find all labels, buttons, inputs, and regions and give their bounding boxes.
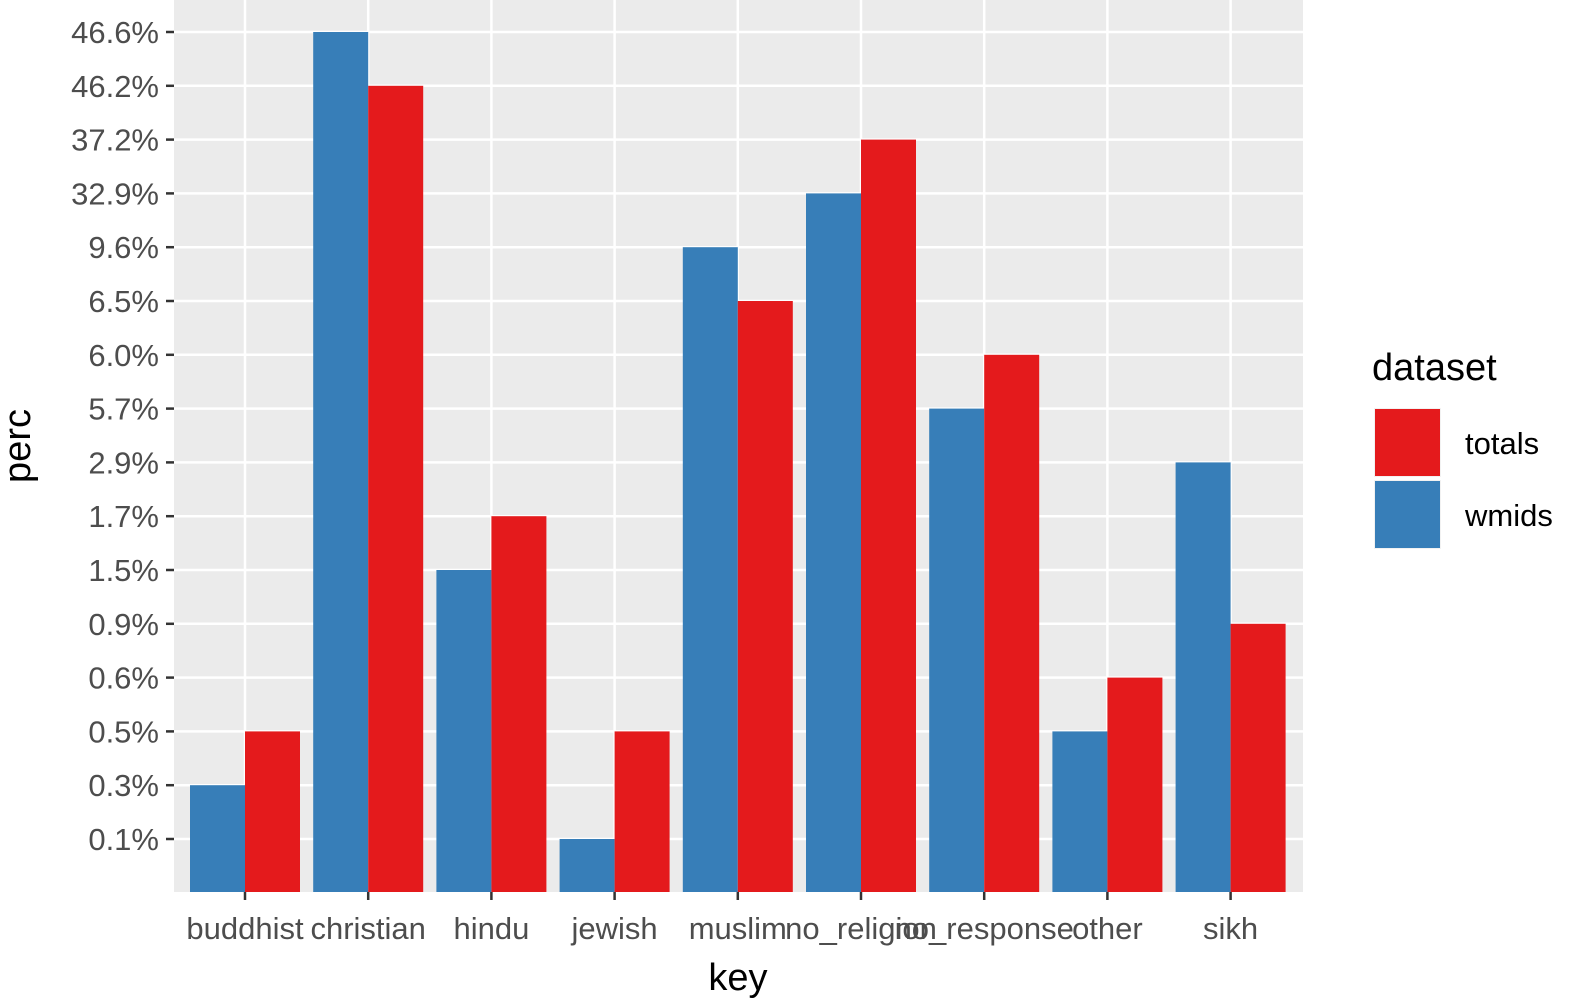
y-tick-label: 32.9% [71, 176, 159, 211]
x-axis-title: key [708, 957, 767, 999]
y-tick-label: 37.2% [71, 123, 159, 158]
bar-totals-christian [368, 85, 424, 893]
y-tick-label: 46.2% [71, 69, 159, 104]
y-tick-label: 5.7% [88, 392, 159, 427]
bar-wmids-sikh [1175, 462, 1231, 892]
bar-wmids-no_response [929, 408, 985, 892]
legend: dataset totals wmids [1372, 347, 1553, 549]
x-tick-label: muslim [689, 911, 787, 946]
y-tick-label: 0.3% [88, 768, 159, 803]
bar-totals-no_response [984, 354, 1040, 892]
y-tick-label: 6.5% [88, 284, 159, 319]
x-tick-label: no_response [895, 911, 1074, 946]
bar-wmids-other [1052, 731, 1108, 892]
bar-wmids-no_religion [806, 193, 861, 892]
y-axis-title: perc [0, 409, 39, 483]
y-tick-label: 9.6% [88, 230, 159, 265]
legend-swatch-totals [1375, 409, 1440, 476]
bar-totals-no_religion [861, 139, 916, 893]
x-tick-label: hindu [453, 911, 529, 946]
y-tick-label: 0.5% [88, 714, 159, 749]
legend-swatch-wmids [1375, 481, 1440, 548]
y-tick-label: 46.6% [71, 15, 159, 50]
x-tick-label: sikh [1203, 911, 1258, 946]
bar-totals-muslim [737, 301, 793, 892]
y-tick-label: 1.7% [88, 499, 159, 534]
y-tick-label: 6.0% [88, 338, 159, 373]
bar-wmids-hindu [436, 570, 492, 892]
y-tick-label: 0.6% [88, 661, 159, 696]
y-tick-label: 0.9% [88, 607, 159, 642]
x-tick-label: buddhist [186, 911, 304, 946]
bar-wmids-christian [313, 32, 369, 892]
x-axis: buddhist christian hindu jewish muslimno_rel… [186, 892, 1258, 946]
bar-totals-buddhist [245, 731, 300, 892]
y-tick-label: 2.9% [88, 445, 159, 480]
legend-label-totals: totals [1465, 426, 1539, 461]
bar-totals-jewish [614, 731, 670, 892]
x-tick-label: christian [310, 911, 425, 946]
y-tick-label: 0.1% [88, 822, 159, 857]
x-tick-label: jewish [571, 911, 658, 946]
legend-label-wmids: wmids [1464, 498, 1553, 533]
bar-totals-hindu [491, 516, 547, 892]
legend-title: dataset [1372, 347, 1497, 389]
x-tick-label: no_religion [785, 911, 937, 946]
y-axis: 0.1% 0.3% 0.5% 0.6% 0.9% 1.5% 1.7% 2.9% 5.7% 6.0%… [71, 15, 174, 857]
bar-wmids-buddhist [190, 785, 245, 892]
x-tick-label: other [1072, 911, 1143, 946]
bar-totals-sikh [1230, 623, 1286, 892]
bar-totals-other [1107, 677, 1163, 892]
bars [190, 32, 1286, 893]
y-tick-label: 1.5% [88, 553, 159, 588]
bar-wmids-jewish [559, 839, 615, 892]
bar-wmids-muslim [682, 247, 738, 892]
